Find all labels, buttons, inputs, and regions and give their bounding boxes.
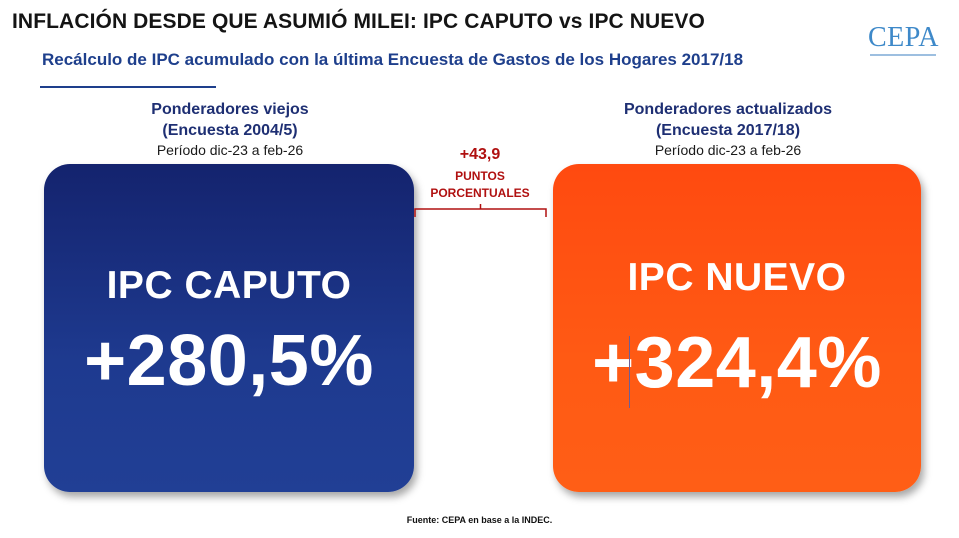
- right-heading-line2: (Encuesta 2017/18): [655, 122, 801, 139]
- difference-label-line2: PORCENTUALES: [430, 186, 530, 200]
- ipc-nuevo-label: IPC NUEVO: [627, 256, 847, 299]
- ipc-caputo-value: +280,5%: [84, 321, 374, 401]
- left-period: Período dic-23 a feb-26: [156, 142, 304, 158]
- left-heading-line1: Ponderadores viejos: [151, 101, 309, 118]
- subtitle-underline: [40, 86, 216, 88]
- page-subtitle: Recálculo de IPC acumulado con la última…: [42, 50, 744, 69]
- difference-bracket-icon: [414, 204, 547, 217]
- difference-label: PUNTOS PORCENTUALES: [400, 168, 560, 202]
- ipc-nuevo-card: IPC NUEVO +324,4%: [553, 164, 921, 492]
- left-heading-line2: (Encuesta 2004/5): [162, 122, 298, 139]
- right-period: Período dic-23 a feb-26: [654, 142, 802, 158]
- source-note: Fuente: CEPA en base a la INDEC.: [406, 515, 553, 525]
- difference-value: +43,9: [459, 146, 501, 163]
- page-title: INFLACIÓN DESDE QUE ASUMIÓ MILEI: IPC CA…: [12, 10, 705, 33]
- cepa-logo: CEPA: [866, 18, 940, 62]
- ipc-caputo-card: IPC CAPUTO +280,5%: [44, 164, 414, 492]
- ipc-caputo-label: IPC CAPUTO: [106, 264, 352, 307]
- text-cursor: [629, 336, 630, 408]
- difference-label-line1: PUNTOS: [455, 169, 505, 183]
- right-heading-line1: Ponderadores actualizados: [623, 101, 833, 118]
- left-heading: Ponderadores viejos (Encuesta 2004/5) Pe…: [80, 99, 380, 160]
- logo-tagline-bar: [870, 54, 936, 56]
- right-heading: Ponderadores actualizados (Encuesta 2017…: [578, 99, 878, 160]
- logo-text: CEPA: [868, 22, 940, 53]
- ipc-nuevo-value: +324,4%: [592, 323, 882, 403]
